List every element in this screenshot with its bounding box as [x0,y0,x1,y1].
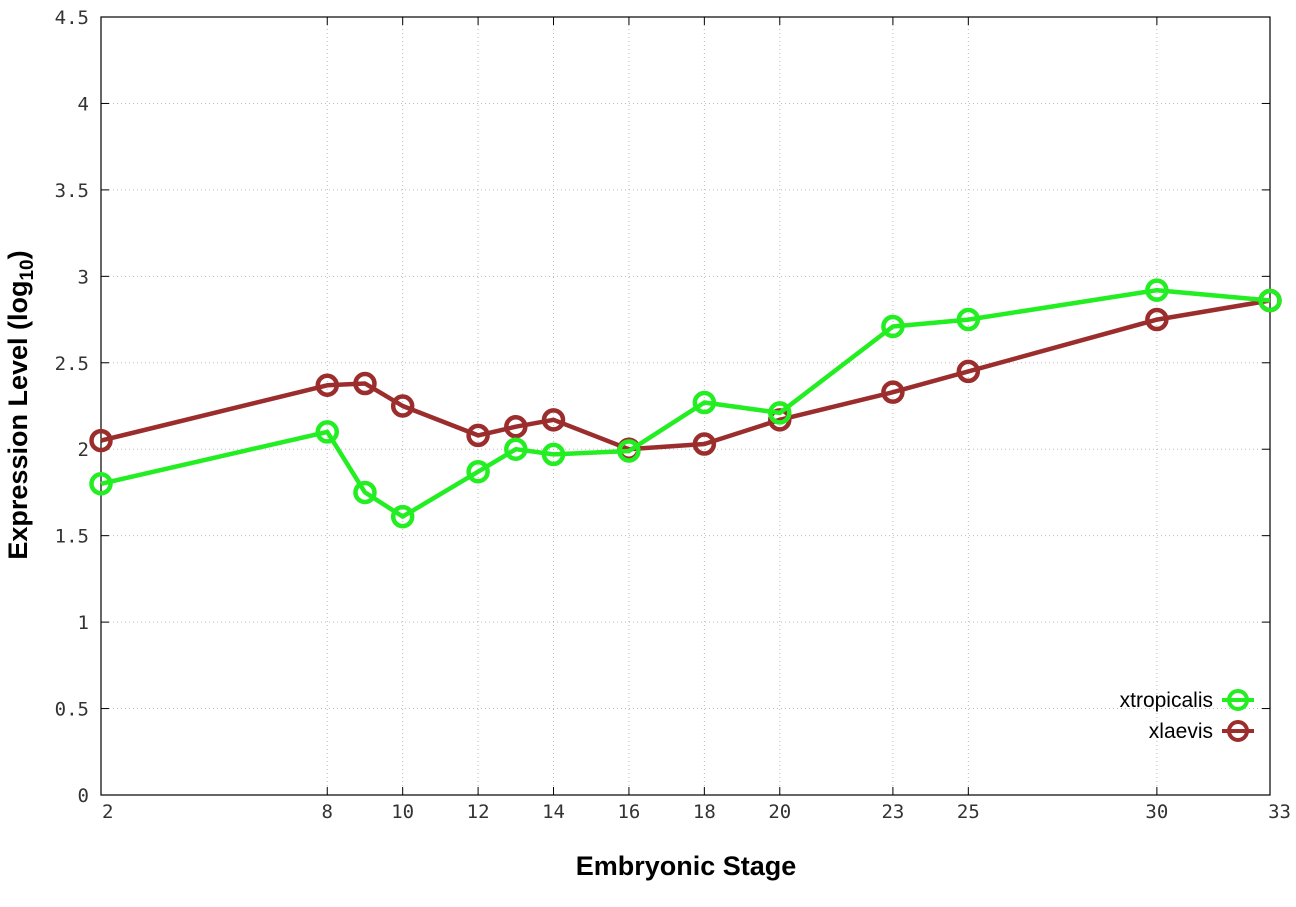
series-xtropicalis [89,278,1282,529]
x-tick-label: 16 [617,801,640,823]
data-point-xtropicalis [390,504,415,529]
x-tick-label: 33 [1268,801,1291,823]
data-point-xtropicalis [881,314,905,339]
x-tick-label: 14 [542,801,565,823]
x-tick-label: 8 [322,801,333,823]
data-point-xlaevis [956,359,981,384]
data-point-xlaevis [692,432,717,456]
data-point-xlaevis [315,373,340,398]
y-tick-label: 3.5 [55,180,89,202]
legend: xtropicalis xlaevis [1120,689,1254,743]
legend-marker-xtropicalis [1227,689,1249,711]
x-tick-label: 12 [467,801,490,823]
data-point-xtropicalis [617,439,641,463]
y-tick-label: 2 [78,439,89,461]
x-tick-label: 23 [881,801,904,823]
data-point-xtropicalis [504,437,528,461]
data-point-xlaevis [1145,307,1169,332]
x-tick-label: 18 [693,801,716,823]
data-point-xtropicalis [1145,278,1169,302]
x-tick-label: 30 [1145,801,1168,823]
legend-label-xtropicalis: xtropicalis [1120,689,1213,712]
plot-frame [100,16,1271,796]
data-point-xtropicalis [768,401,792,425]
data-point-xtropicalis [89,472,113,496]
y-tick-label: 1 [78,612,89,634]
y-tick-label: 2.5 [55,353,89,375]
data-point-xtropicalis [692,390,717,415]
y-axis-title-subscript: 10 [17,259,38,280]
legend-label-xlaevis: xlaevis [1149,720,1213,743]
axis-ticks: 2 8 10 12 14 16 18 20 23 25 30 33 0 0.5 1 1.5 2 2.5 3 3.5 4 4… [55,7,1291,823]
data-point-xlaevis [466,423,490,448]
y-axis-title: Expression Level (log10) [3,250,38,559]
x-tick-label: 2 [102,801,113,823]
series-xlaevis [89,288,1282,461]
x-tick-label: 25 [957,801,980,823]
series-group [89,278,1282,529]
x-tick-label: 10 [391,801,414,823]
legend-marker-xlaevis [1227,720,1249,742]
data-point-xlaevis [881,380,905,404]
data-point-xlaevis [541,408,566,432]
y-axis-title-close: ) [3,250,33,259]
y-tick-label: 0 [78,785,89,807]
y-axis-title-main: Expression Level (log [3,281,33,560]
y-tick-label: 4 [78,93,89,115]
data-point-xlaevis [89,428,113,453]
series-line-xlaevis [100,298,1271,452]
data-point-xtropicalis [1258,288,1282,313]
y-tick-label: 1.5 [55,526,89,548]
data-point-xtropicalis [541,442,566,467]
x-axis-title: Embryonic Stage [576,851,797,881]
x-tick-label: 20 [768,801,791,823]
data-point-xtropicalis [466,459,490,484]
grid-lines [101,17,1270,795]
series-line-xtropicalis [100,287,1271,519]
y-tick-label: 3 [78,266,89,288]
data-point-xtropicalis [353,480,377,505]
data-point-xlaevis [390,394,415,418]
data-point-xlaevis [353,371,377,396]
y-tick-label: 4.5 [55,7,89,29]
data-point-xtropicalis [956,307,981,332]
data-point-xtropicalis [315,420,340,444]
y-tick-label: 0.5 [55,699,89,721]
data-point-xlaevis [504,414,528,439]
